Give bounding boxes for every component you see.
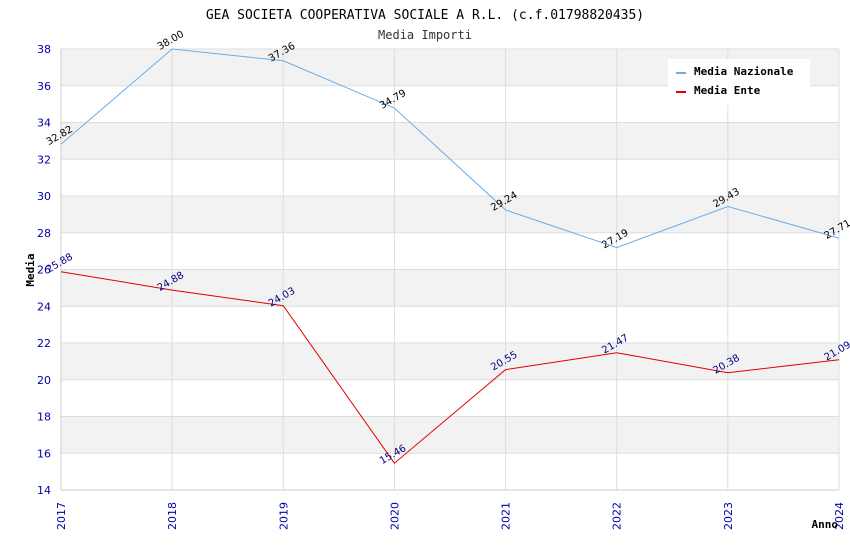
chart-subtitle: Media Importi bbox=[378, 28, 472, 42]
y-tick-label: 18 bbox=[37, 411, 51, 424]
x-tick-label: 2017 bbox=[55, 502, 68, 530]
y-tick-label: 30 bbox=[37, 190, 51, 203]
y-tick-label: 24 bbox=[37, 300, 51, 313]
background-bands bbox=[61, 49, 839, 490]
grid-band bbox=[61, 343, 839, 380]
series-line-media-nazionale bbox=[60, 48, 840, 249]
y-tick-label: 26 bbox=[37, 264, 51, 277]
grid-band bbox=[61, 453, 839, 490]
legend-box bbox=[668, 59, 810, 105]
y-tick-label: 14 bbox=[37, 484, 51, 497]
chart-title: GEA SOCIETA COOPERATIVA SOCIALE A R.L. (… bbox=[206, 8, 644, 23]
grid-band bbox=[61, 379, 839, 417]
y-axis-ticks: 14 16 18 20 22 24 26 28 30 32 34 36 38 bbox=[37, 43, 51, 497]
x-tick-label: 2018 bbox=[166, 502, 179, 530]
x-tick-label: 2019 bbox=[277, 502, 290, 530]
x-axis-ticks: 2017 2018 2019 2020 2021 2022 2023 2024 bbox=[55, 502, 846, 530]
y-tick-label: 38 bbox=[37, 43, 51, 56]
grid-band bbox=[61, 416, 839, 454]
x-tick-label: 2021 bbox=[500, 502, 513, 530]
legend-label-media-nazionale: Media Nazionale bbox=[694, 65, 794, 78]
legend-label-media-ente: Media Ente bbox=[694, 84, 761, 97]
grid-band bbox=[61, 306, 839, 343]
x-tick-label: 2023 bbox=[722, 502, 735, 530]
x-tick-label: 2022 bbox=[611, 502, 624, 530]
grid-band bbox=[61, 159, 839, 196]
y-tick-label: 32 bbox=[37, 153, 51, 166]
series-lines bbox=[60, 48, 840, 464]
grid-band bbox=[61, 269, 839, 307]
x-tick-label: 2020 bbox=[388, 502, 401, 530]
grid-band bbox=[61, 122, 839, 160]
y-tick-label: 20 bbox=[37, 374, 51, 387]
y-tick-label: 28 bbox=[37, 227, 51, 240]
x-axis-label: Anno bbox=[812, 518, 839, 531]
series-line-media-ente bbox=[60, 271, 840, 464]
y-tick-label: 34 bbox=[37, 117, 51, 130]
grid-band bbox=[61, 196, 839, 233]
grid-band bbox=[61, 232, 839, 270]
x-tick-label: 2024 bbox=[833, 502, 846, 530]
y-tick-label: 36 bbox=[37, 80, 51, 93]
y-tick-label: 22 bbox=[37, 337, 51, 350]
legend: Media Nazionale Media Ente bbox=[668, 59, 810, 105]
y-tick-label: 16 bbox=[37, 447, 51, 460]
y-axis-label: Media bbox=[24, 253, 37, 286]
gridlines bbox=[60, 48, 840, 491]
